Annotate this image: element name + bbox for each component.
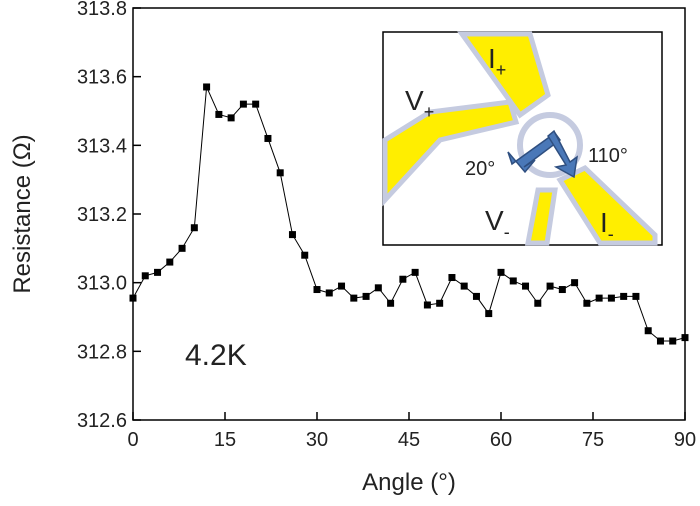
point [325,289,333,297]
point [485,310,493,318]
inset-arrows [507,129,579,179]
inset-angle: 110° [588,145,628,167]
x-tick-label: 0 [127,429,138,451]
point [497,268,505,276]
inset-angle: 20° [465,158,495,180]
point [509,277,517,285]
point [301,251,309,259]
point [129,294,137,302]
inset-label-text: V [405,85,424,116]
inset-label: I+ [488,43,506,80]
point [522,282,530,290]
x-tick-label: 30 [306,429,328,451]
y-tick-label: 312.6 [77,410,127,432]
point [423,301,431,309]
x-tick-label: 90 [674,429,696,451]
point [239,100,247,108]
point [656,337,664,345]
point [558,286,566,294]
annotation: 4.2K [185,339,247,372]
inset-contacts [382,31,658,246]
inset-label-text: I [488,43,496,74]
inset-label-sub: - [504,222,510,242]
point [276,169,284,177]
point [669,337,677,345]
inset-label-text: V [485,205,504,236]
point [436,299,444,307]
point [632,292,640,300]
point [411,268,419,276]
y-axis-label: Resistance (Ω) [9,134,36,293]
point [252,100,260,108]
point [203,83,211,91]
point [264,134,272,142]
point [472,292,480,300]
y-tick-label: 313.6 [77,67,127,89]
inset-label: V+ [405,85,434,122]
inset-label-text: I [600,207,608,238]
point [620,292,628,300]
inset-label: I- [600,207,614,244]
point [387,299,395,307]
y-tick-label: 313.2 [77,204,127,226]
point [154,268,162,276]
x-axis-label: Angle (°) [362,469,456,496]
series-line [132,85,686,342]
inset-label-sub: - [608,224,614,244]
point [681,334,689,342]
point [571,279,579,287]
point [227,114,235,122]
point [374,284,382,292]
point [178,244,186,252]
point [350,294,358,302]
point [607,294,615,302]
y-tick-label: 312.8 [77,341,127,363]
x-tick-label: 45 [398,429,420,451]
inset-label-sub: + [424,102,435,122]
point [190,224,198,232]
point [460,282,468,290]
point [546,282,554,290]
point [313,286,321,294]
y-tick-label: 313.8 [77,0,127,20]
point [141,272,149,280]
y-tick-label: 313.4 [77,135,127,157]
point [338,282,346,290]
point [595,294,603,302]
inset-label-sub: + [496,60,507,80]
inset: V+ I+ V- I- 20° 110° [382,31,663,246]
point [399,275,407,283]
x-tick-label: 60 [490,429,512,451]
x-tick-label: 15 [214,429,236,451]
point [534,299,542,307]
point [644,327,652,335]
point [448,274,456,282]
point [288,231,296,239]
point [362,292,370,300]
point [583,299,591,307]
point [166,258,174,266]
inset-label: V- [485,205,510,242]
x-tick-label: 75 [582,429,604,451]
y-tick-label: 313.0 [77,273,127,295]
point [215,110,223,118]
